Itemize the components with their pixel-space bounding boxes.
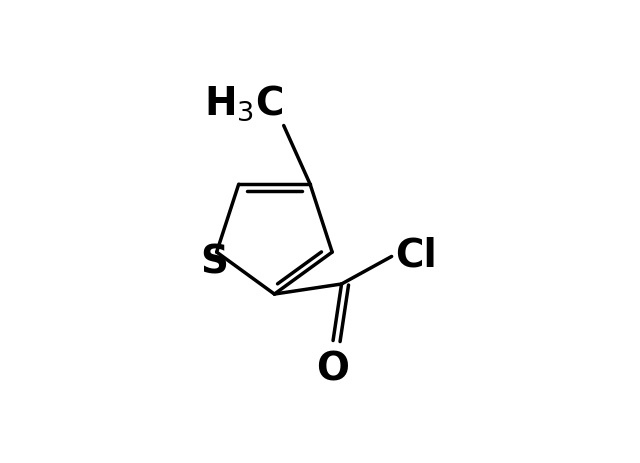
Text: H$_3$C: H$_3$C [204,83,284,123]
Text: O: O [317,350,349,388]
Text: S: S [200,243,228,281]
Text: Cl: Cl [396,236,437,274]
